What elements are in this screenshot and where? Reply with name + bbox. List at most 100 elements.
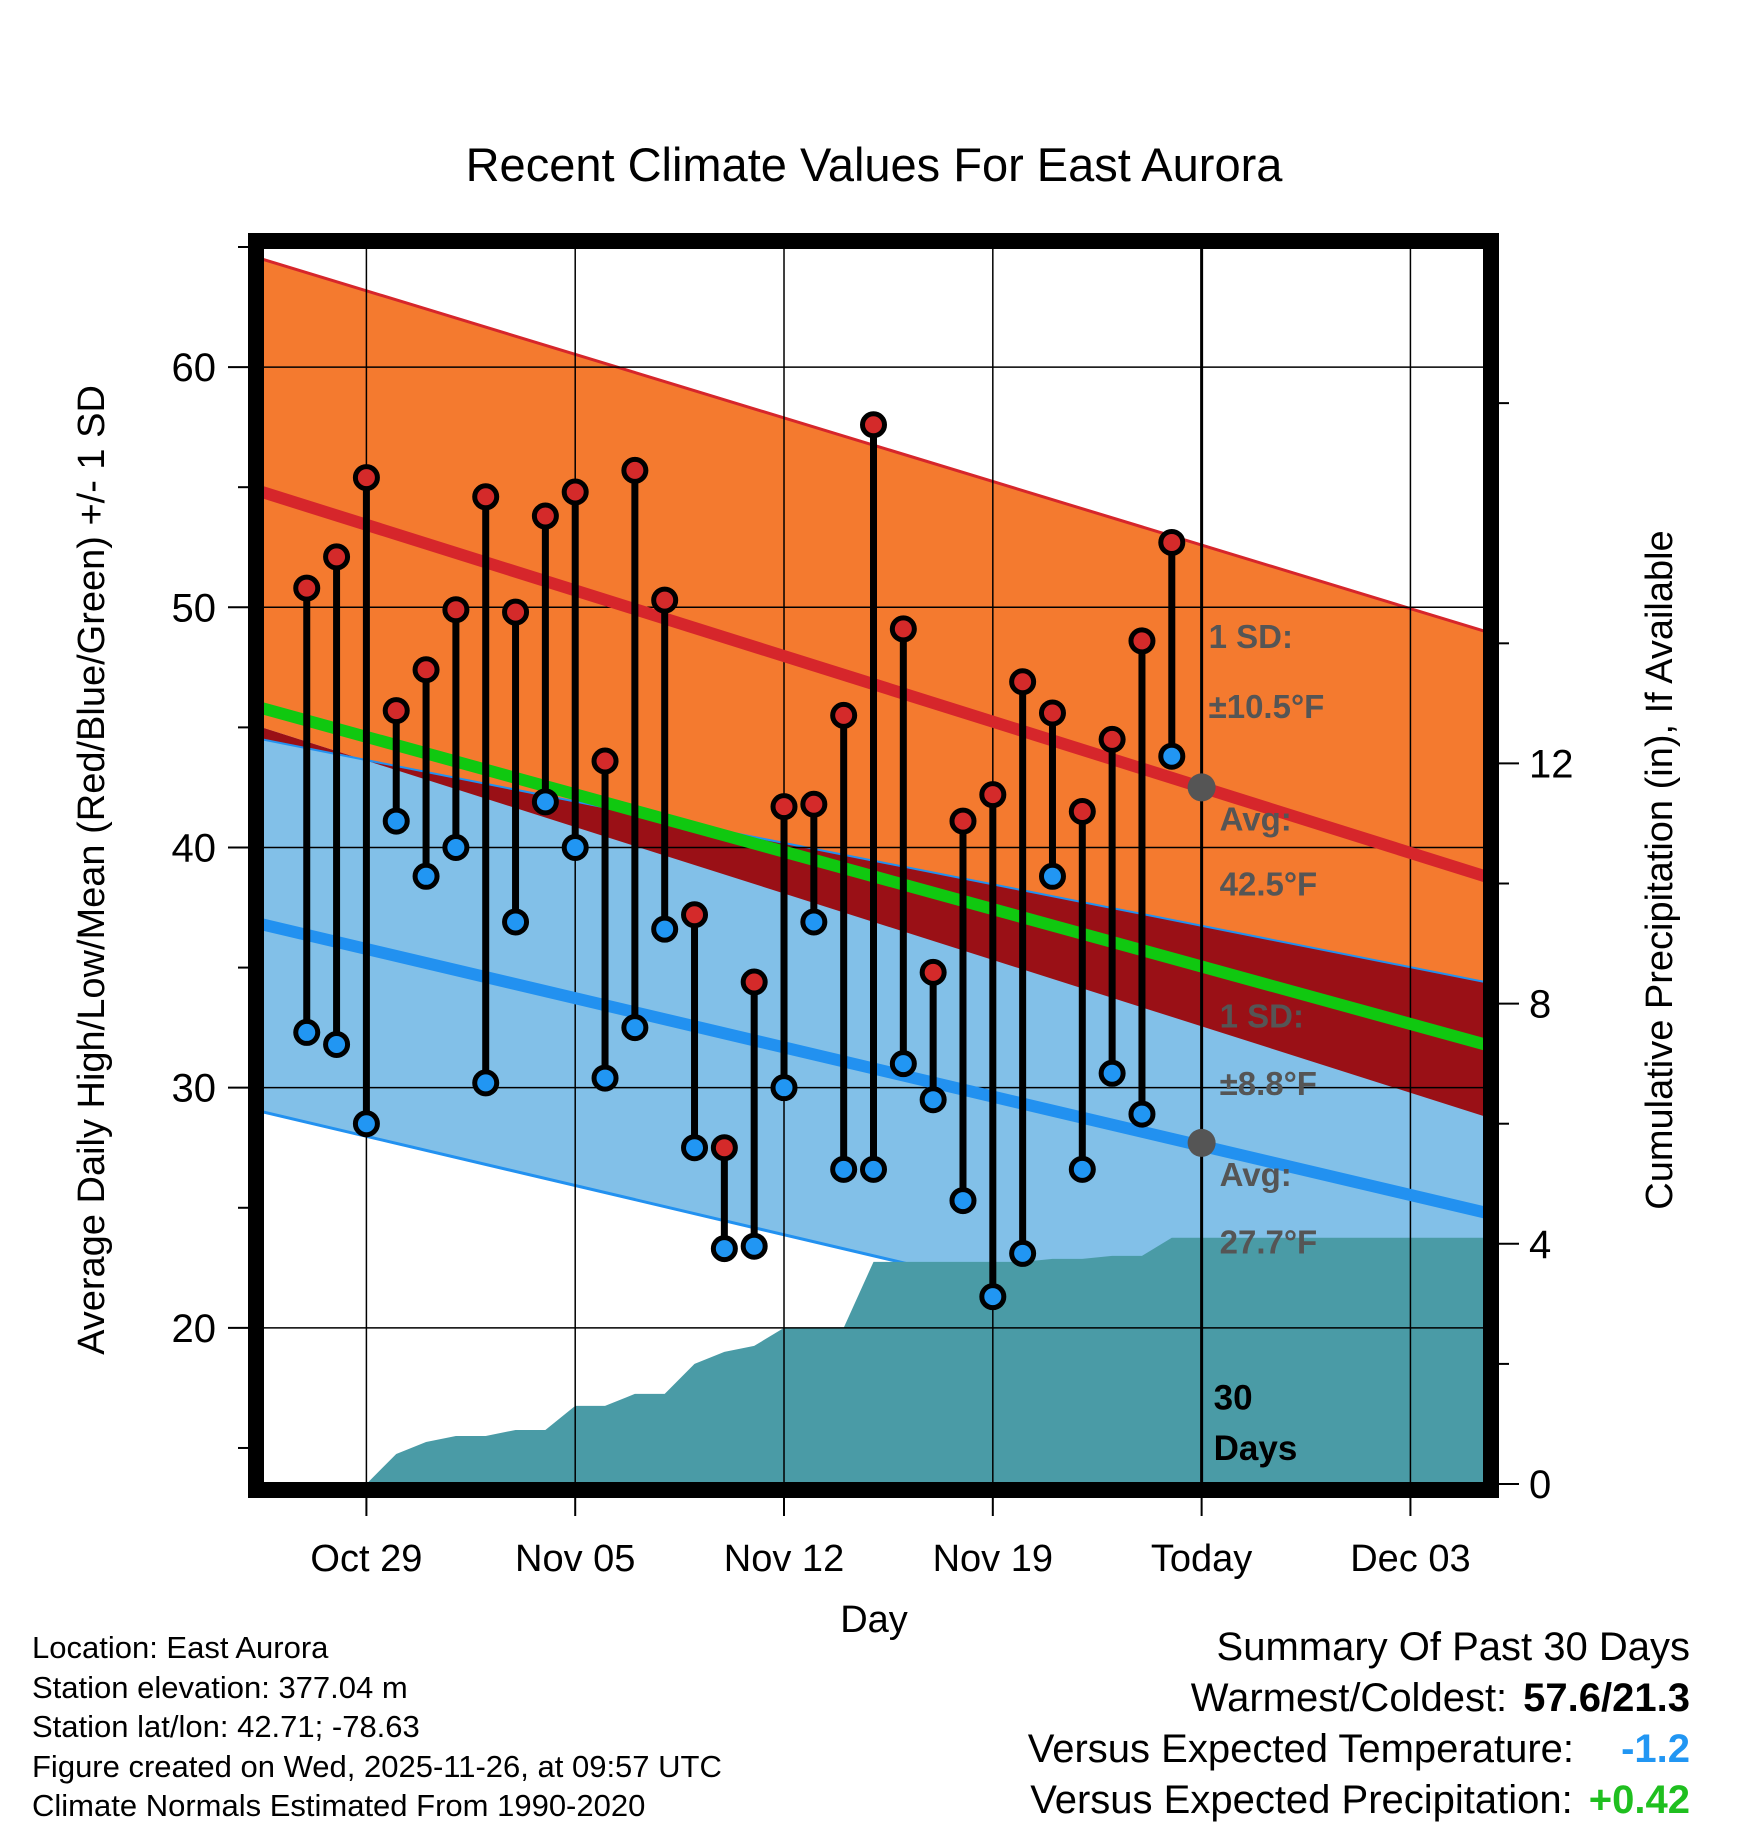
elevation-text: Station elevation: 377.04 m [32, 1669, 408, 1705]
daily-low-point [889, 1050, 917, 1078]
precip-label: Versus Expected Precipitation: [1030, 1778, 1573, 1822]
plot-frame [248, 233, 1499, 1498]
days-label-number: 30 [1214, 1379, 1253, 1418]
y-axis-label: Average Daily High/Low/Mean (Red/Blue/Gr… [71, 385, 113, 1355]
high-sd-label: 1 SD: [1209, 618, 1293, 655]
daily-high-point [1038, 699, 1066, 727]
daily-high-point [681, 901, 709, 929]
daily-low-point [770, 1074, 798, 1102]
plot-content [262, 247, 1485, 1484]
daily-low-point [830, 1155, 858, 1183]
daily-high-point [770, 793, 798, 821]
x-tick-label: Oct 29 [310, 1538, 422, 1580]
daily-low-point [681, 1134, 709, 1162]
daily-high-point [830, 701, 858, 729]
daily-low-point [323, 1030, 351, 1058]
daily-high-point [591, 747, 619, 775]
precipitation-area [306, 1237, 1485, 1484]
normals-text: Climate Normals Estimated From 1990-2020 [32, 1788, 646, 1823]
x-tick-label: Dec 03 [1350, 1538, 1470, 1580]
summary-title: Summary Of Past 30 Days [1216, 1625, 1690, 1669]
daily-low-point [472, 1069, 500, 1097]
low-sd-value: ±8.8°F [1220, 1065, 1317, 1102]
low-avg-value: 27.7°F [1220, 1223, 1318, 1260]
precip-row: Versus Expected Precipitation: +0.42 [1028, 1775, 1690, 1826]
daily-low-point [919, 1086, 947, 1114]
daily-high-point [1128, 627, 1156, 655]
daily-low-point [352, 1110, 380, 1138]
y-tick-label: 40 [172, 826, 217, 870]
daily-high-point [293, 574, 321, 602]
daily-low-point [591, 1064, 619, 1092]
summary-panel: Summary Of Past 30 Days Warmest/Coldest:… [1028, 1622, 1690, 1826]
daily-low-point [860, 1155, 887, 1183]
daily-low-point [651, 915, 679, 943]
y-tick-label: 60 [172, 346, 217, 390]
daily-low-point [502, 908, 530, 936]
x-axis-label: Day [840, 1599, 908, 1641]
daily-low-point [1158, 742, 1186, 770]
daily-high-point [1158, 528, 1186, 556]
daily-high-point [472, 483, 500, 511]
daily-low-point [561, 833, 589, 861]
daily-low-point [293, 1018, 321, 1046]
warm-cold-row: Warmest/Coldest: 57.6/21.3 [1028, 1673, 1690, 1724]
daily-low-point [1128, 1100, 1156, 1128]
daily-high-point [502, 598, 530, 626]
daily-high-point [382, 697, 410, 725]
y2-tick-label: 0 [1529, 1463, 1551, 1507]
daily-high-point [1009, 668, 1037, 696]
daily-high-point [800, 790, 828, 818]
high-avg-value: 42.5°F [1220, 866, 1318, 903]
temp-row: Versus Expected Temperature: -1.2 [1028, 1724, 1690, 1775]
latlon-text: Station lat/lon: 42.71; -78.63 [32, 1709, 420, 1744]
today-high-avg-marker [1187, 773, 1216, 802]
daily-low-point [710, 1235, 738, 1263]
days-label-text: Days [1214, 1429, 1298, 1468]
temp-value: -1.2 [1621, 1727, 1690, 1771]
daily-high-point [323, 543, 351, 571]
daily-high-point [919, 958, 947, 986]
x-tick-label: Today [1151, 1538, 1252, 1580]
daily-low-point [1009, 1239, 1037, 1267]
daily-high-point [352, 464, 380, 492]
band-overlap [262, 727, 1485, 1117]
daily-low-point [800, 908, 828, 936]
daily-high-point [1098, 725, 1126, 753]
daily-high-point [442, 596, 470, 624]
station-info: Location: East Aurora Station elevation:… [32, 1628, 722, 1826]
x-tick-label: Nov 12 [724, 1538, 844, 1580]
daily-low-point [621, 1014, 649, 1042]
daily-low-point [740, 1232, 768, 1260]
warm-cold-label: Warmest/Coldest: [1190, 1676, 1508, 1720]
daily-high-point [860, 411, 887, 439]
daily-high-point [979, 781, 1007, 809]
daily-high-point [949, 807, 977, 835]
daily-low-point [979, 1283, 1007, 1311]
daily-high-point [561, 478, 589, 506]
chart-title: Recent Climate Values For East Aurora [466, 138, 1284, 191]
y2-tick-label: 12 [1529, 742, 1574, 786]
warm-cold-value: 57.6/21.3 [1523, 1676, 1690, 1720]
x-tick-label: Nov 05 [515, 1538, 635, 1580]
daily-low-point [382, 807, 410, 835]
daily-low-point [442, 833, 470, 861]
location-text: Location: East Aurora [32, 1630, 329, 1665]
y-tick-label: 20 [172, 1307, 217, 1351]
daily-low-point [531, 788, 559, 816]
x-tick-label: Nov 19 [933, 1538, 1053, 1580]
daily-low-point [949, 1187, 977, 1215]
daily-high-point [1068, 797, 1096, 825]
daily-high-point [621, 456, 649, 484]
daily-high-point [531, 502, 559, 530]
high-avg-label: Avg: [1220, 801, 1292, 838]
low-avg-label: Avg: [1220, 1156, 1292, 1193]
created-text: Figure created on Wed, 2025-11-26, at 09… [32, 1748, 722, 1784]
today-low-avg-marker [1187, 1128, 1216, 1157]
temp-label: Versus Expected Temperature: [1027, 1727, 1574, 1771]
precip-value: +0.42 [1588, 1778, 1690, 1822]
plot-area: 1 SD: ±10.5°F Avg: 42.5°F 1 SD: ±8.8°F Avg: 27.… [172, 233, 1574, 1580]
y2-tick-label: 4 [1529, 1223, 1551, 1267]
y-tick-label: 50 [172, 586, 217, 630]
